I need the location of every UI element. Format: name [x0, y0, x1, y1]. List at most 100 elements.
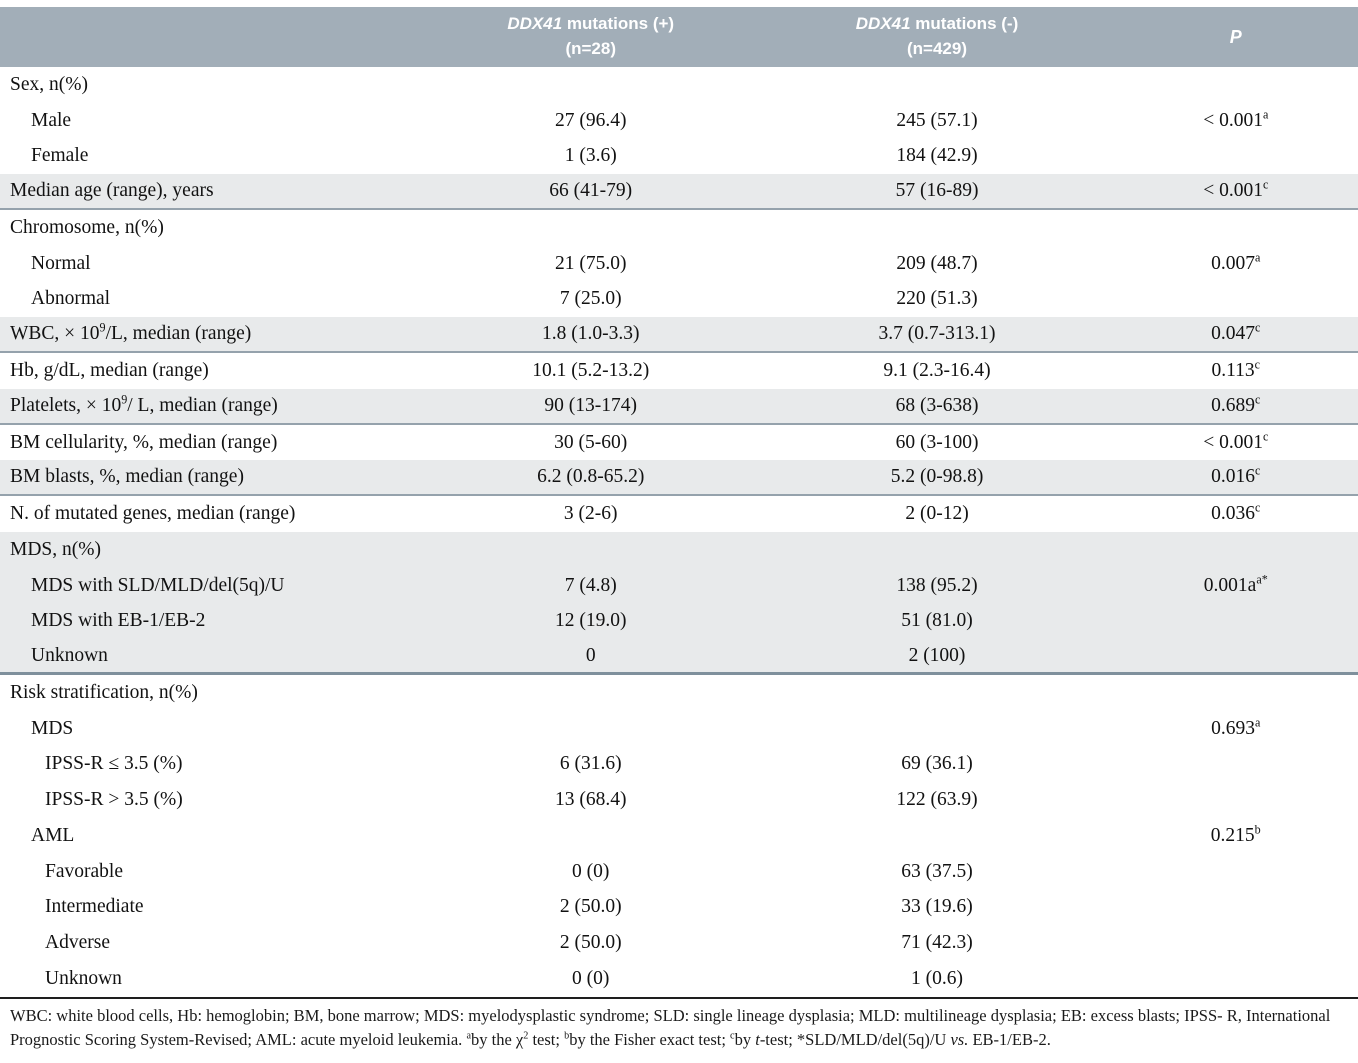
- value-ddx41-negative: 69 (36.1): [901, 753, 973, 775]
- row-label: MDS, n(%): [10, 538, 101, 560]
- table-row: AML 0.215b: [0, 818, 1358, 854]
- comparison-table: DDX41 mutations (+) (n=28) DDX41 mutatio…: [0, 7, 1358, 1053]
- value-ddx41-negative: 209 (48.7): [896, 252, 978, 274]
- p-value: 0.047c: [1211, 320, 1261, 345]
- header-n-negative: (n=429): [907, 39, 967, 58]
- table-row: Favorable 0 (0) 63 (37.5): [0, 854, 1358, 890]
- value-ddx41-positive: 10.1 (5.2-13.2): [532, 360, 650, 381]
- table-row: Platelets, × 109/ L, median (range) 90 (1…: [0, 388, 1358, 425]
- p-value: 0.001aa*: [1203, 572, 1268, 596]
- row-label: Favorable: [45, 860, 123, 882]
- row-label: Sex, n(%): [10, 73, 88, 95]
- row-label: IPSS-R > 3.5 (%): [45, 789, 183, 811]
- value-ddx41-positive: 27 (96.4): [554, 109, 627, 131]
- p-value: 0.689c: [1211, 392, 1261, 416]
- table-row: Chromosome, n(%): [0, 210, 1358, 246]
- value-ddx41-positive: 7 (25.0): [559, 288, 622, 310]
- table-row: Sex, n(%): [0, 67, 1358, 103]
- table-row: Unknown 0 (0) 1 (0.6): [0, 961, 1358, 997]
- value-ddx41-negative: 138 (95.2): [896, 574, 978, 596]
- value-ddx41-positive: 6 (31.6): [559, 753, 622, 775]
- value-ddx41-negative: 3.7 (0.7-313.1): [878, 323, 996, 345]
- value-ddx41-negative: 184 (42.9): [896, 145, 978, 167]
- table-row: Male 27 (96.4) 245 (57.1) < 0.001a: [0, 103, 1358, 139]
- p-value: 0.007a: [1211, 250, 1261, 274]
- row-label: Median age (range), years: [10, 180, 214, 202]
- row-label: BM blasts, %, median (range): [10, 466, 244, 488]
- value-ddx41-positive: 0 (0): [572, 860, 610, 882]
- value-ddx41-positive: 1.8 (1.0-3.3): [541, 323, 640, 345]
- table-row: Adverse 2 (50.0) 71 (42.3): [0, 925, 1358, 961]
- value-ddx41-positive: 90 (13-174): [544, 394, 638, 416]
- table-row: N. of mutated genes, median (range) 3 (2-…: [0, 496, 1358, 532]
- table-row: Median age (range), years 66 (41-79) 57 (1…: [0, 174, 1358, 211]
- header-ddx41-positive: DDX41 mutations (+) (n=28): [421, 12, 761, 61]
- value-ddx41-positive: 13 (68.4): [554, 789, 627, 811]
- row-label: WBC, × 109/L, median (range): [10, 320, 252, 345]
- value-ddx41-negative: 245 (57.1): [896, 109, 978, 131]
- table-row: BM blasts, %, median (range) 6.2 (0.8-65.…: [0, 460, 1358, 497]
- value-ddx41-positive: 30 (5-60): [554, 431, 628, 453]
- row-label: Hb, g/dL, median (range): [10, 360, 209, 381]
- value-ddx41-positive: 0: [585, 644, 596, 666]
- row-label: IPSS-R ≤ 3.5 (%): [45, 753, 183, 775]
- value-ddx41-negative: 33 (19.6): [901, 896, 973, 918]
- value-ddx41-positive: 2 (50.0): [559, 932, 622, 954]
- table-row: WBC, × 109/L, median (range) 1.8 (1.0-3.3…: [0, 317, 1358, 354]
- row-label: MDS: [31, 717, 74, 739]
- p-value: < 0.001c: [1203, 429, 1269, 453]
- table-row: IPSS-R ≤ 3.5 (%) 6 (31.6) 69 (36.1): [0, 747, 1358, 783]
- row-label: Adverse: [45, 932, 110, 954]
- value-ddx41-negative: 51 (81.0): [901, 610, 973, 632]
- value-ddx41-negative: 5.2 (0-98.8): [890, 466, 984, 488]
- row-label: Unknown: [45, 968, 122, 990]
- table-row: MDS with SLD/MLD/del(5q)/U 7 (4.8) 138 (95…: [0, 567, 1358, 604]
- row-label: Normal: [31, 252, 91, 274]
- table-row: MDS, n(%): [0, 531, 1358, 568]
- p-value: 0.113c: [1211, 357, 1261, 381]
- value-ddx41-negative: 63 (37.5): [901, 860, 973, 882]
- value-ddx41-negative: 2 (100): [908, 644, 966, 666]
- value-ddx41-negative: 57 (16-89): [895, 180, 979, 202]
- footnote-line2: R, International Prognostic Scoring Syst…: [10, 1005, 1331, 1050]
- row-label: BM cellularity, %, median (range): [10, 431, 278, 453]
- row-label: Risk stratification, n(%): [10, 681, 198, 703]
- row-label: N. of mutated genes, median (range): [10, 503, 296, 525]
- table-body: Sex, n(%) Male 27 (96.4) 245 (57.1) < 0.001a…: [0, 67, 1358, 999]
- table-row: IPSS-R > 3.5 (%) 13 (68.4) 122 (63.9): [0, 782, 1358, 818]
- value-ddx41-positive: 3 (2-6): [563, 503, 618, 525]
- row-label: Female: [31, 145, 89, 167]
- value-ddx41-negative: 71 (42.3): [901, 932, 973, 954]
- table-row: BM cellularity, %, median (range) 30 (5-6…: [0, 425, 1358, 461]
- value-ddx41-negative: 9.1 (2.3-16.4): [883, 360, 991, 381]
- row-label: Abnormal: [31, 288, 111, 310]
- table-row: MDS 0.693a: [0, 711, 1358, 747]
- row-label: Chromosome, n(%): [10, 216, 164, 238]
- row-label: MDS with SLD/MLD/del(5q)/U: [31, 574, 285, 596]
- value-ddx41-positive: 0 (0): [572, 968, 610, 990]
- table-row: Hb, g/dL, median (range) 10.1 (5.2-13.2) 9…: [0, 353, 1358, 389]
- table-footnote: WBC: white blood cells, Hb: hemoglobin; …: [0, 999, 1358, 1053]
- value-ddx41-positive: 2 (50.0): [559, 896, 622, 918]
- header-n-positive: (n=28): [565, 39, 616, 58]
- value-ddx41-positive: 12 (19.0): [554, 610, 627, 632]
- p-value: 0.693a: [1211, 715, 1261, 739]
- value-ddx41-positive: 6.2 (0.8-65.2): [537, 466, 645, 488]
- header-ddx41-negative: DDX41 mutations (-) (n=429): [760, 12, 1113, 61]
- table-row: Unknown 0 2 (100): [0, 639, 1358, 676]
- value-ddx41-negative: 122 (63.9): [896, 789, 978, 811]
- table-row: Normal 21 (75.0) 209 (48.7) 0.007a: [0, 246, 1358, 282]
- table-row: MDS with EB-1/EB-2 12 (19.0) 51 (81.0): [0, 603, 1358, 640]
- p-value: 0.215b: [1210, 822, 1261, 846]
- table-row: Risk stratification, n(%): [0, 675, 1358, 711]
- table-row: Female 1 (3.6) 184 (42.9): [0, 139, 1358, 175]
- header-p-value: P: [1229, 26, 1242, 47]
- value-ddx41-positive: 66 (41-79): [549, 180, 633, 202]
- value-ddx41-positive: 1 (3.6): [564, 145, 617, 167]
- value-ddx41-negative: 60 (3-100): [895, 431, 979, 453]
- footnote-line1: WBC: white blood cells, Hb: hemoglobin; …: [10, 1005, 1223, 1025]
- p-value: 0.016c: [1211, 463, 1261, 488]
- value-ddx41-positive: 7 (4.8): [564, 574, 617, 596]
- row-label: Unknown: [31, 644, 108, 666]
- row-label: Intermediate: [45, 896, 144, 918]
